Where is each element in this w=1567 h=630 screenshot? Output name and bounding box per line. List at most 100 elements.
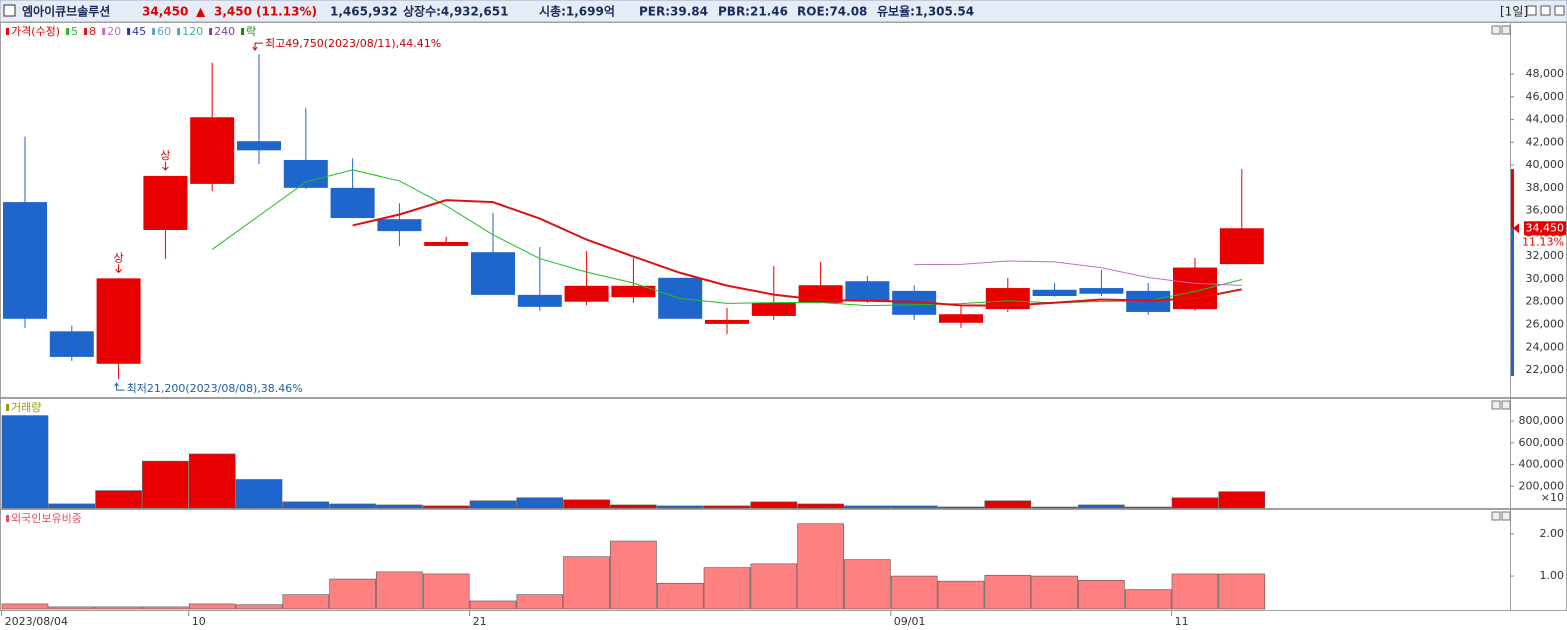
bar [1031, 575, 1078, 610]
minimize-btn[interactable] [1526, 5, 1537, 16]
bar [890, 505, 938, 509]
per: PER:39.84 [639, 5, 708, 19]
candle-body [330, 187, 375, 219]
candle-body [237, 141, 281, 151]
candle-body [49, 331, 94, 357]
bar [329, 578, 376, 610]
y-tick-label: 200,000 [1519, 479, 1565, 492]
bar [235, 479, 283, 509]
y-tick-label: 22,000 [1526, 363, 1565, 376]
bar [656, 582, 704, 610]
limit-up-arrow [115, 264, 122, 274]
candle-body [424, 241, 469, 246]
panel-frames [0, 22, 1567, 611]
annotation: 최고49,750(2023/08/11),44.41% [265, 37, 441, 50]
legend-swatch [177, 28, 181, 35]
panel-icons[interactable] [1491, 25, 1511, 521]
candle-body [190, 117, 235, 184]
bar [142, 606, 189, 610]
last-price-pointer [1513, 223, 1519, 234]
roe: ROE:74.08 [797, 5, 867, 19]
candle-body [3, 202, 47, 319]
legend-label: 20 [107, 25, 121, 38]
y-tick-label: 600,000 [1519, 436, 1565, 449]
legend-swatch [152, 28, 156, 35]
bar [376, 571, 423, 610]
x-tick-label: 09/01 [894, 615, 926, 628]
candle-body [892, 290, 937, 315]
price-range-up [1511, 169, 1514, 229]
bar [282, 501, 330, 509]
bar [282, 594, 330, 610]
listed: 상장수:4,932,651 [403, 4, 508, 19]
bar [1218, 491, 1266, 509]
annotation-arrow [252, 42, 263, 52]
bar [95, 606, 142, 610]
market-cap: 시총:1,699억 [539, 4, 615, 19]
bar [469, 600, 517, 610]
legend-swatch [6, 28, 9, 35]
checkbox[interactable] [3, 4, 16, 17]
maximize-btn[interactable] [1540, 5, 1551, 16]
legend-label: 45 [132, 25, 146, 38]
legend-swatch [66, 28, 70, 35]
legend-label: 가격(수정) [11, 25, 60, 38]
y-tick-label: 28,000 [1526, 295, 1565, 308]
candle-body [283, 159, 328, 188]
bar [1218, 573, 1266, 610]
bar [1171, 497, 1219, 509]
volume: 1,465,932 [330, 5, 398, 19]
legend-label: 8 [89, 25, 96, 38]
legend-swatch [84, 28, 88, 35]
bar [1078, 504, 1125, 509]
bar [890, 575, 938, 610]
last-price-box [1524, 221, 1566, 236]
bar [703, 567, 751, 610]
candle-body [1219, 228, 1264, 265]
stock-name: 엠아이큐브솔루션 [22, 4, 110, 19]
candle-body [845, 281, 890, 302]
close-btn[interactable] [1554, 5, 1565, 16]
bar [48, 606, 96, 610]
bar [48, 503, 96, 509]
candle-body [564, 285, 609, 302]
x-tick-label: 21 [473, 615, 487, 628]
bar [937, 506, 985, 509]
bar [329, 503, 376, 509]
bar [376, 504, 423, 509]
bar [797, 523, 844, 610]
panel-title: 외국인보유비중 [11, 512, 82, 525]
bar [188, 453, 236, 509]
bar [610, 504, 657, 509]
legend-label: 240 [214, 25, 235, 38]
y-tick-label: 44,000 [1526, 113, 1565, 126]
legend-swatch [102, 28, 106, 35]
y-tick-label: 38,000 [1526, 181, 1565, 194]
bar [188, 603, 236, 610]
y-tick-label: 42,000 [1526, 135, 1565, 148]
bar [422, 505, 470, 509]
bar [1171, 573, 1219, 610]
candle-body [985, 288, 1030, 310]
bar [750, 563, 798, 610]
candle-body [471, 252, 515, 295]
ma-line [352, 199, 1242, 307]
candle-body [143, 175, 188, 230]
bar [1124, 589, 1172, 610]
bar [797, 503, 844, 509]
legend-swatch [127, 28, 131, 35]
x-tick-label: 11 [1175, 615, 1189, 628]
legend-swatch [241, 28, 245, 35]
limit-up-mark: 상 [114, 251, 124, 264]
last-price-label: 34,450 [1526, 221, 1565, 234]
y-tick-label: 48,000 [1526, 67, 1565, 80]
change-label: 11.13% [1522, 235, 1564, 248]
legend-swatch [209, 28, 213, 35]
bar [563, 556, 610, 610]
y-tick-label: 46,000 [1526, 90, 1565, 103]
y-tick-label: 1.00 [1540, 569, 1565, 582]
period[interactable]: [1일] [1500, 5, 1528, 19]
bar [516, 594, 564, 610]
limit-up-mark: 상 [160, 149, 170, 162]
